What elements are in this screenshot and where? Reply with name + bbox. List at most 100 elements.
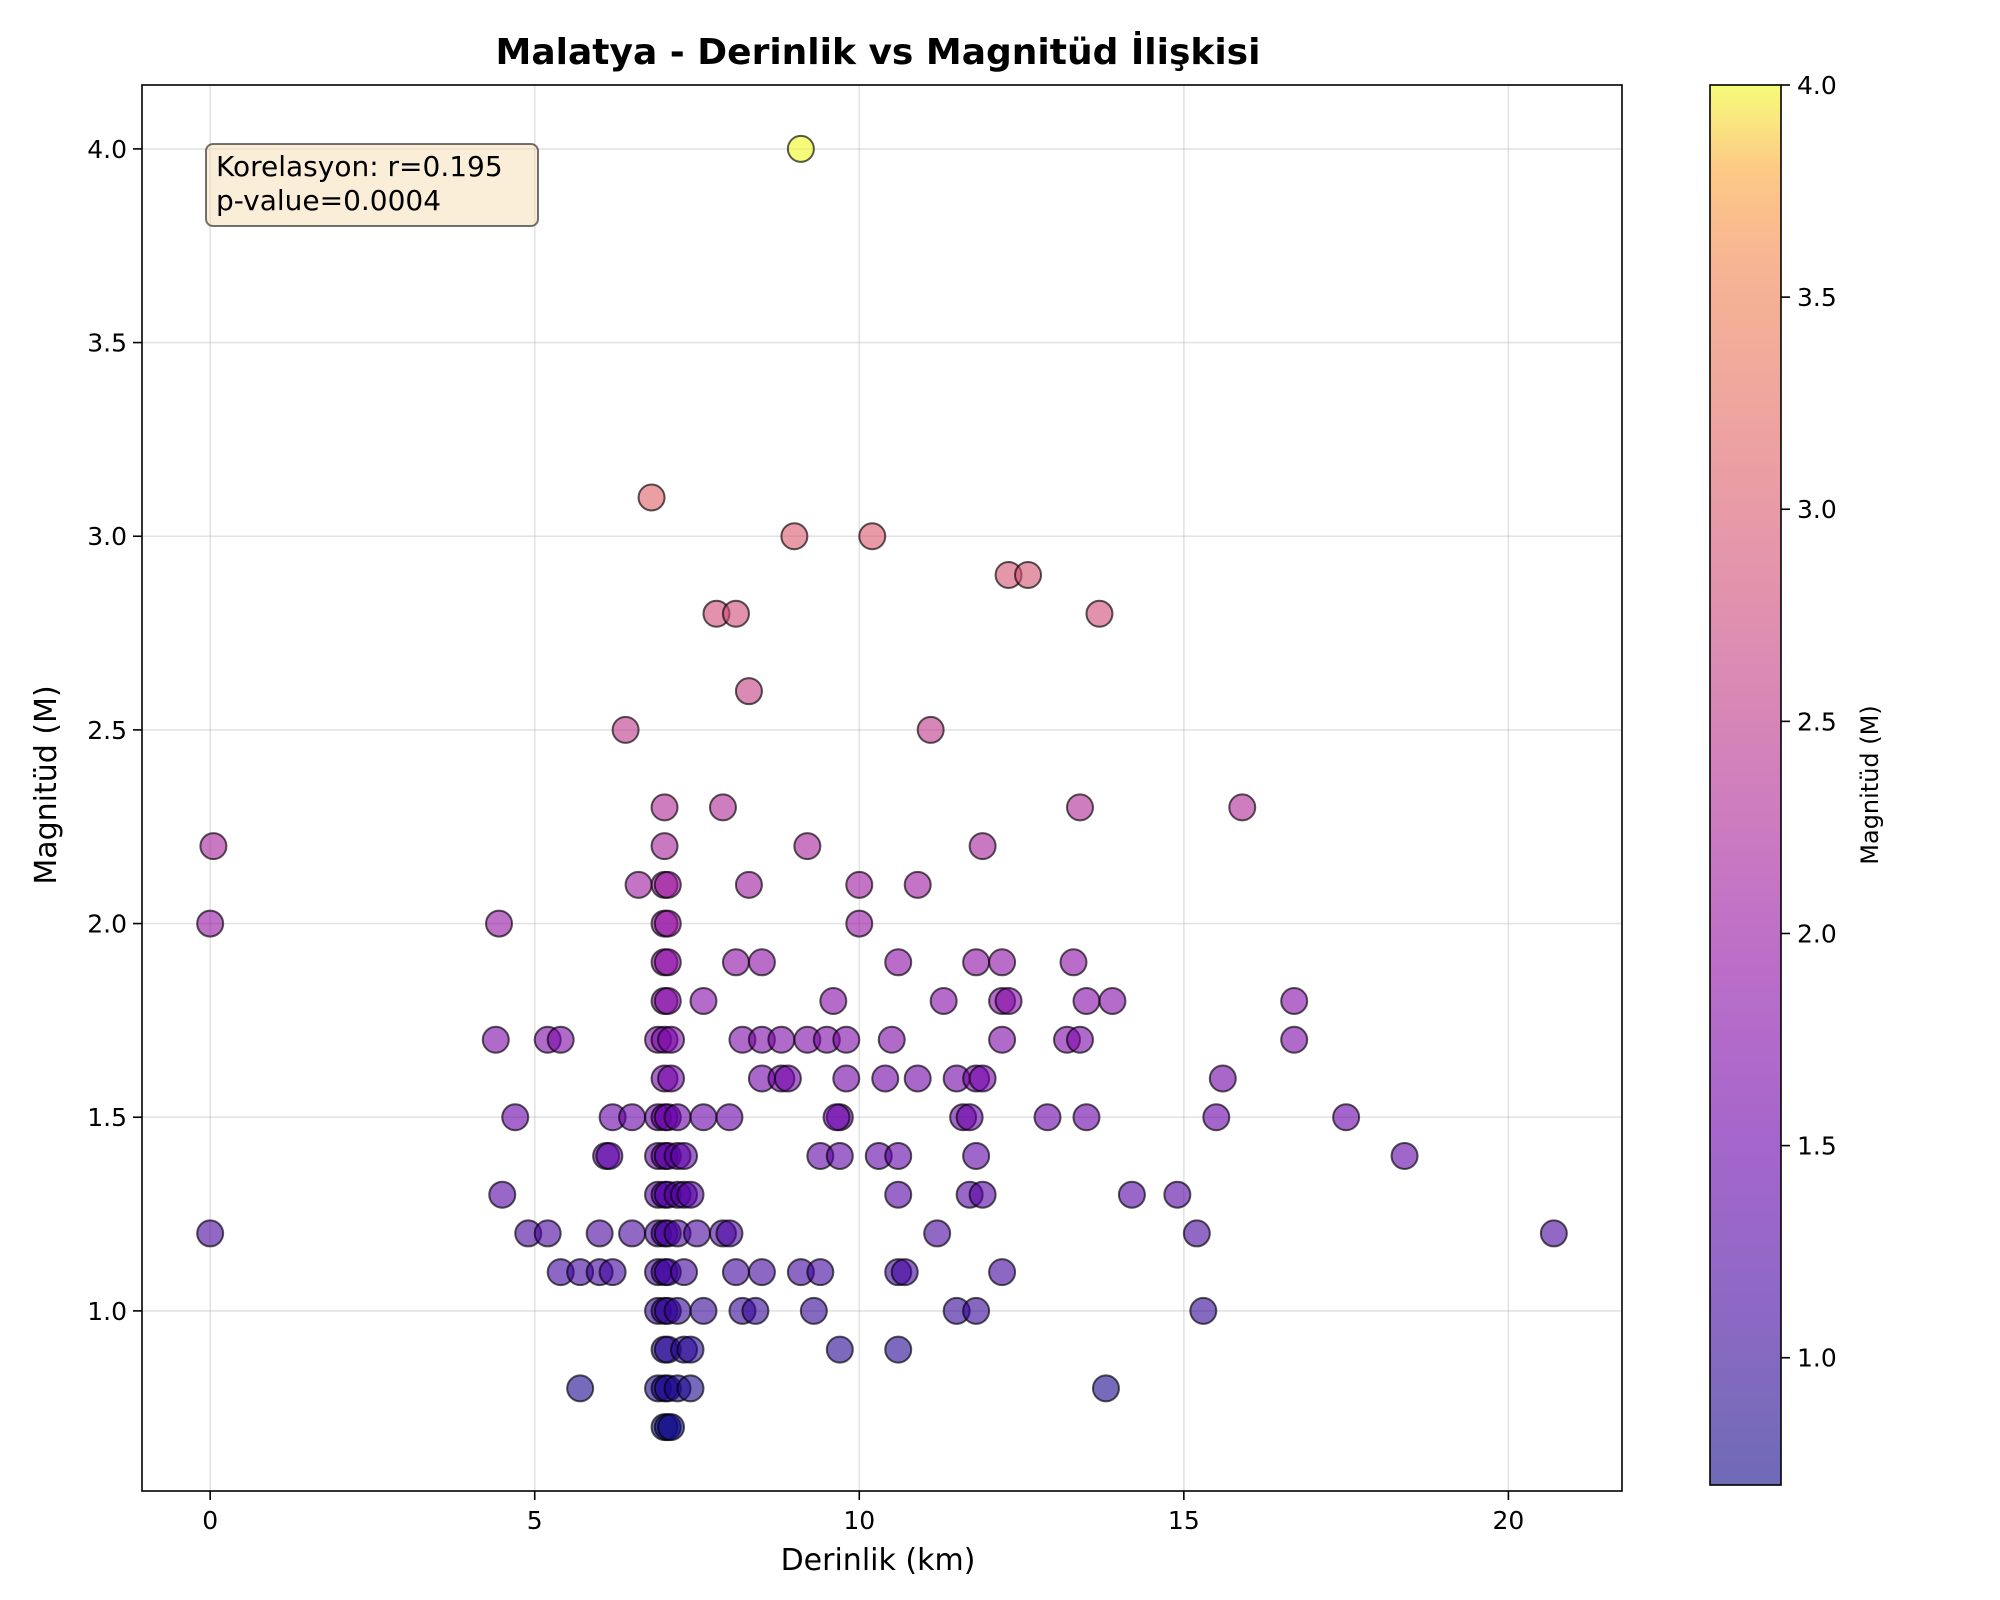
data-point	[903, 1064, 932, 1093]
data-point	[546, 1025, 575, 1054]
data-point	[1390, 1141, 1419, 1170]
x-tick-label: 15	[1168, 1506, 1200, 1535]
data-point	[663, 1296, 692, 1325]
colorbar-tick-label: 2.5	[1797, 707, 1837, 736]
data-point	[773, 1064, 802, 1093]
data-point	[747, 948, 776, 977]
data-point	[653, 987, 682, 1016]
data-point	[585, 1219, 614, 1248]
colorbar-label: Magnitüd (M)	[1856, 705, 1884, 864]
data-point	[624, 870, 653, 899]
data-point	[1072, 987, 1101, 1016]
data-point	[566, 1374, 595, 1403]
data-point	[708, 793, 737, 822]
data-point	[962, 1296, 991, 1325]
data-point	[994, 987, 1023, 1016]
data-point	[806, 1258, 835, 1287]
y-tick-label: 3.5	[87, 329, 127, 358]
data-point	[832, 1064, 861, 1093]
data-point	[968, 1180, 997, 1209]
data-point	[715, 1219, 744, 1248]
data-point	[657, 1025, 686, 1054]
data-point	[670, 1141, 699, 1170]
colorbar-tick-label: 1.0	[1797, 1344, 1837, 1373]
data-point	[653, 909, 682, 938]
data-point	[799, 1296, 828, 1325]
data-point	[955, 1103, 984, 1132]
data-point	[929, 987, 958, 1016]
data-point	[650, 793, 679, 822]
data-point	[595, 1141, 624, 1170]
y-axis-ticks: 1.0 1.5 2.0 2.5 3.0 3.5 4.0	[87, 135, 142, 1326]
data-point	[1085, 599, 1114, 628]
data-point	[1280, 1025, 1309, 1054]
data-point	[501, 1103, 530, 1132]
data-point	[884, 1180, 913, 1209]
data-point	[618, 1219, 647, 1248]
data-points	[196, 134, 1568, 1442]
x-tick-label: 20	[1492, 1506, 1524, 1535]
data-point	[858, 522, 887, 551]
data-point	[871, 1064, 900, 1093]
data-point	[196, 1219, 225, 1248]
data-point	[1059, 948, 1088, 977]
colorbar-frame	[1709, 84, 1782, 1486]
data-point	[683, 1219, 711, 1248]
data-point	[676, 1335, 705, 1364]
data-point	[611, 715, 640, 744]
data-point	[689, 1103, 718, 1132]
data-point	[650, 832, 679, 861]
data-point	[825, 1141, 854, 1170]
data-point	[884, 1141, 913, 1170]
colorbar-tick-label: 1.5	[1797, 1132, 1837, 1161]
data-point	[884, 1335, 913, 1364]
data-point	[968, 1064, 997, 1093]
annotation-box	[205, 143, 539, 227]
colorbar-tick-label: 2.0	[1797, 919, 1837, 948]
colorbar: 1.0 1.5 2.0 2.5 3.0 3.5 4.0 Magnitüd (M)	[1709, 71, 1884, 1486]
data-point	[890, 1258, 919, 1287]
data-point	[988, 1258, 1017, 1287]
x-tick-label: 0	[202, 1506, 218, 1535]
x-axis-label: Derinlik (km)	[781, 1543, 976, 1578]
data-point	[1098, 987, 1127, 1016]
data-point	[1182, 1219, 1211, 1248]
data-point	[903, 870, 932, 899]
data-point	[962, 1141, 991, 1170]
data-point	[968, 832, 997, 861]
chart-title: Malatya - Derinlik vs Magnitüd İlişkisi	[496, 31, 1261, 73]
data-point	[741, 1296, 770, 1325]
data-point	[734, 870, 763, 899]
data-point	[1072, 1103, 1101, 1132]
data-point	[715, 1103, 744, 1132]
data-point	[884, 948, 913, 977]
data-point	[485, 909, 514, 938]
colorbar-ticks: 1.0 1.5 2.0 2.5 3.0 3.5 4.0	[1781, 71, 1837, 1373]
x-axis-ticks: 0 5 10 15 20	[202, 1491, 1524, 1535]
y-tick-label: 1.0	[87, 1297, 127, 1326]
colorbar-tick-label: 3.0	[1797, 495, 1837, 524]
data-point	[670, 1258, 699, 1287]
data-point	[481, 1025, 510, 1054]
data-point	[618, 1103, 647, 1132]
data-point	[1539, 1219, 1568, 1248]
data-point	[1033, 1103, 1062, 1132]
data-point	[1208, 1064, 1237, 1093]
data-point	[832, 1025, 861, 1054]
data-point	[196, 909, 225, 938]
data-point	[663, 1103, 692, 1132]
data-point	[1202, 1103, 1231, 1132]
data-point	[747, 1258, 776, 1287]
data-point	[1065, 793, 1094, 822]
data-point	[689, 1296, 718, 1325]
data-point	[721, 1258, 750, 1287]
data-point	[1065, 1025, 1094, 1054]
data-point	[1163, 1180, 1192, 1209]
x-tick-label: 5	[527, 1506, 543, 1535]
data-point	[1228, 793, 1257, 822]
data-point	[721, 599, 750, 628]
y-tick-label: 3.0	[87, 522, 127, 551]
data-point	[825, 1335, 854, 1364]
data-point	[199, 832, 228, 861]
